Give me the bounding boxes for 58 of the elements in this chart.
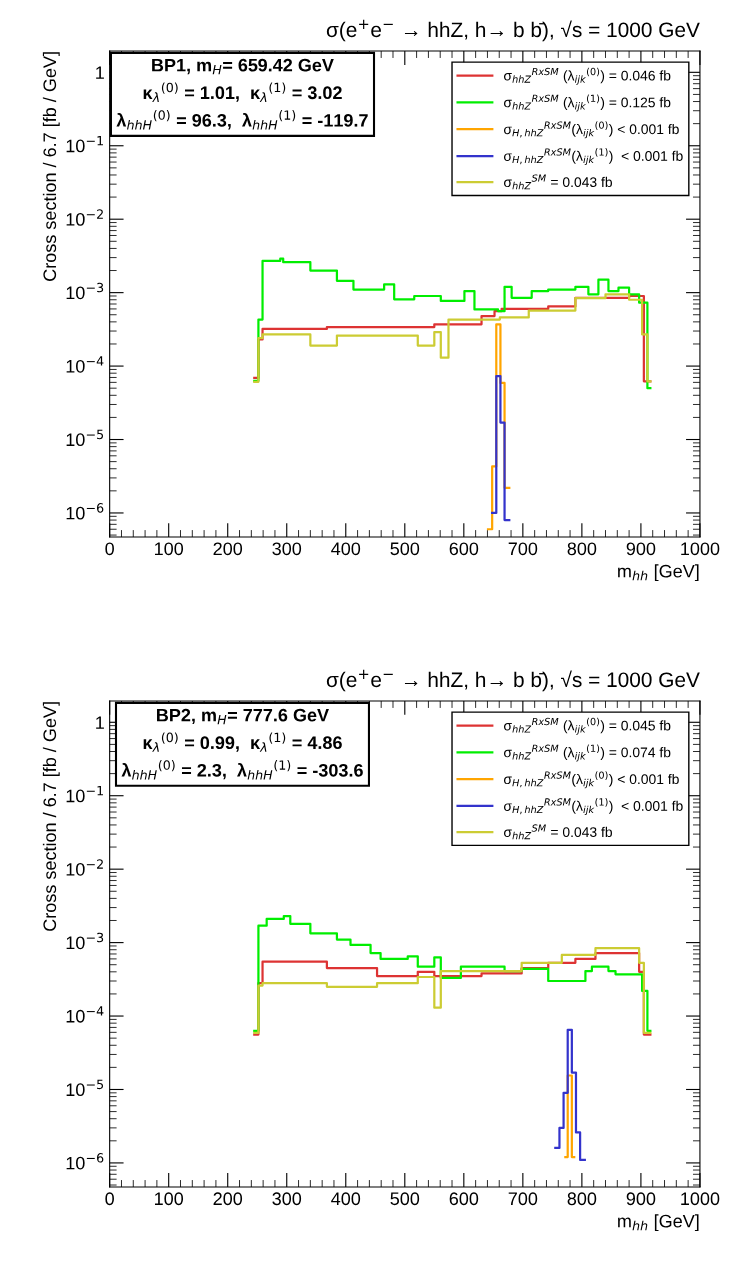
annotation: κ$_{λ}$$^{(0)}$ = 0.99, κ$_{λ}$$^{(1)}$ = 4.86 [143, 732, 342, 752]
y-axis-title: Cross section / 6.7 [fb / GeV] [42, 702, 60, 931]
y-tick-label: 10$^{−3}$ [66, 932, 104, 950]
legend-label: σ$_{hhZ}$$^{RxSM}$ (λ$_{ijk}$$^{(1)}$) = 0.074 fb [503, 744, 671, 762]
x-tick-label: 700 [508, 542, 538, 556]
x-tick-label: 200 [213, 542, 243, 556]
legend-label: σ$_{H,hhZ}$$^{RxSM}$(λ$_{ijk}$$^{(1)}$) < 0.001 fb [503, 148, 683, 166]
x-tick-label: 700 [508, 1192, 538, 1206]
x-tick-label: 300 [272, 1192, 302, 1206]
y-tick-label: 10$^{−4}$ [66, 356, 104, 373]
y-tick-label: 10$^{−1}$ [66, 136, 103, 153]
chart-title: σ(e$^{+}$e$^{−}$ → hhZ, h→ b b̄), √s = 1000 GeV [326, 669, 700, 692]
y-tick-label: 10$^{−6}$ [66, 1153, 104, 1170]
annotation: BP2, m$_{H}$= 777.6 GeV [157, 708, 329, 725]
x-tick-label: 300 [272, 542, 302, 556]
y-tick-label: 10$^{−6}$ [66, 503, 104, 520]
legend-label: σ$_{H,hhZ}$$^{RxSM}$(λ$_{ijk}$$^{(0)}$) < 0.001 fb [503, 771, 679, 789]
x-tick-label: 500 [390, 1192, 420, 1206]
x-tick-label: 1000 [681, 1192, 720, 1206]
y-tick-label: 10$^{−2}$ [66, 209, 103, 226]
y-axis-title: Cross section / 6.7 [fb / GeV] [42, 52, 60, 281]
x-tick-label: 100 [155, 542, 184, 556]
legend-label: σ$_{hhZ}$$^{RxSM}$ (λ$_{ijk}$$^{(0)}$) = 0.045 fb [503, 717, 671, 735]
legend-label: σ$_{hhZ}$$^{SM}$ = 0.043 fb [503, 174, 612, 190]
x-tick-label: 100 [155, 1192, 184, 1206]
x-axis-title: m$_{hh}$ [GeV] [618, 1214, 699, 1232]
x-tick-label: 400 [331, 1192, 361, 1206]
x-tick-label: 400 [331, 542, 361, 556]
x-tick-label: 800 [567, 542, 597, 556]
legend-label: σ$_{H,hhZ}$$^{RxSM}$(λ$_{ijk}$$^{(1)}$) < 0.001 fb [503, 798, 683, 816]
y-tick-label: 10$^{−3}$ [66, 282, 104, 300]
x-axis-title: m$_{hh}$ [GeV] [618, 564, 699, 582]
y-tick-label: 10$^{−4}$ [66, 1006, 104, 1023]
y-tick-label: 10$^{−1}$ [66, 786, 103, 803]
chart-title: σ(e$^{+}$e$^{−}$ → hhZ, h→ b b̄), √s = 1000 GeV [326, 19, 700, 42]
annotation: κ$_{λ}$$^{(0)}$ = 1.01, κ$_{λ}$$^{(1)}$ = 3.02 [143, 82, 342, 102]
x-tick-label: 900 [626, 1192, 656, 1206]
y-tick-label: 10$^{−2}$ [66, 859, 103, 876]
legend-label: σ$_{hhZ}$$^{RxSM}$ (λ$_{ijk}$$^{(1)}$) = 0.125 fb [503, 94, 671, 112]
x-tick-label: 500 [390, 542, 420, 556]
annotation: λ$_{hhH}$$^{(0)}$ = 2.3, λ$_{hhH}$$^{(1)}$ = -303.6 [121, 760, 363, 780]
y-tick-label: 10$^{−5}$ [66, 1079, 104, 1097]
annotation: BP1, m$_{H}$= 659.42 GeV [152, 58, 334, 75]
x-tick-label: 600 [449, 542, 479, 556]
x-tick-label: 800 [567, 1192, 597, 1206]
y-tick-label: 10$^{−5}$ [66, 429, 104, 447]
y-tick-label: 1 [96, 716, 104, 729]
legend-label: σ$_{hhZ}$$^{RxSM}$ (λ$_{ijk}$$^{(0)}$) = 0.046 fb [503, 67, 671, 85]
x-tick-label: 0 [105, 1192, 114, 1206]
x-tick-label: 200 [213, 1192, 243, 1206]
x-tick-label: 0 [105, 542, 114, 556]
y-tick-label: 1 [96, 66, 104, 79]
annotation: λ$_{hhH}$$^{(0)}$ = 96.3, λ$_{hhH}$$^{(1)}$ = -119.7 [116, 110, 368, 130]
legend-label: σ$_{H,hhZ}$$^{RxSM}$(λ$_{ijk}$$^{(0)}$) < 0.001 fb [503, 121, 679, 139]
x-tick-label: 900 [626, 542, 656, 556]
x-tick-label: 1000 [681, 542, 720, 556]
x-tick-label: 600 [449, 1192, 479, 1206]
legend-label: σ$_{hhZ}$$^{SM}$ = 0.043 fb [503, 824, 612, 840]
